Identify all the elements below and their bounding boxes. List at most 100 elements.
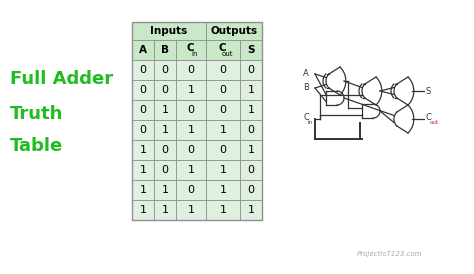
FancyBboxPatch shape <box>206 80 240 100</box>
FancyBboxPatch shape <box>132 22 206 40</box>
FancyBboxPatch shape <box>206 100 240 120</box>
Text: 0: 0 <box>188 105 194 115</box>
Text: 1: 1 <box>188 205 194 215</box>
FancyBboxPatch shape <box>206 180 240 200</box>
FancyBboxPatch shape <box>176 140 206 160</box>
Text: B: B <box>303 84 309 93</box>
Text: 0: 0 <box>139 125 146 135</box>
Text: 0: 0 <box>219 145 227 155</box>
Text: out: out <box>430 119 439 124</box>
Text: 0: 0 <box>247 65 255 75</box>
FancyBboxPatch shape <box>176 120 206 140</box>
Text: 1: 1 <box>139 165 146 175</box>
FancyBboxPatch shape <box>132 180 154 200</box>
FancyBboxPatch shape <box>240 100 262 120</box>
FancyBboxPatch shape <box>240 200 262 220</box>
Text: 0: 0 <box>139 65 146 75</box>
FancyBboxPatch shape <box>240 120 262 140</box>
Text: ProjectIoT123.com: ProjectIoT123.com <box>357 251 423 257</box>
Text: Inputs: Inputs <box>150 26 188 36</box>
FancyBboxPatch shape <box>154 100 176 120</box>
Text: 0: 0 <box>162 165 168 175</box>
FancyBboxPatch shape <box>132 200 154 220</box>
FancyBboxPatch shape <box>132 40 154 60</box>
Text: in: in <box>192 51 198 57</box>
FancyBboxPatch shape <box>176 80 206 100</box>
Text: 0: 0 <box>162 65 168 75</box>
Text: A: A <box>303 70 309 78</box>
Text: 0: 0 <box>162 85 168 95</box>
Text: 1: 1 <box>219 185 227 195</box>
Text: 1: 1 <box>162 185 168 195</box>
FancyBboxPatch shape <box>132 160 154 180</box>
FancyBboxPatch shape <box>132 120 154 140</box>
Text: Table: Table <box>10 137 63 155</box>
FancyBboxPatch shape <box>176 100 206 120</box>
Text: 0: 0 <box>188 65 194 75</box>
FancyBboxPatch shape <box>132 80 154 100</box>
FancyBboxPatch shape <box>240 140 262 160</box>
Text: B: B <box>161 45 169 55</box>
FancyBboxPatch shape <box>154 180 176 200</box>
Text: 1: 1 <box>188 165 194 175</box>
Text: 0: 0 <box>219 65 227 75</box>
FancyBboxPatch shape <box>240 180 262 200</box>
FancyBboxPatch shape <box>206 22 262 40</box>
FancyBboxPatch shape <box>176 200 206 220</box>
FancyBboxPatch shape <box>132 100 154 120</box>
Text: 1: 1 <box>188 85 194 95</box>
Text: 1: 1 <box>139 185 146 195</box>
FancyBboxPatch shape <box>206 200 240 220</box>
Text: 1: 1 <box>219 165 227 175</box>
Text: 0: 0 <box>139 85 146 95</box>
Text: 1: 1 <box>139 205 146 215</box>
FancyBboxPatch shape <box>206 140 240 160</box>
Text: 1: 1 <box>247 85 255 95</box>
FancyBboxPatch shape <box>206 40 240 60</box>
Text: C: C <box>426 113 432 122</box>
FancyBboxPatch shape <box>132 140 154 160</box>
FancyBboxPatch shape <box>154 40 176 60</box>
Text: 1: 1 <box>188 125 194 135</box>
Text: Truth: Truth <box>10 105 64 123</box>
FancyBboxPatch shape <box>206 160 240 180</box>
FancyBboxPatch shape <box>154 140 176 160</box>
Text: 0: 0 <box>162 145 168 155</box>
Text: Outputs: Outputs <box>210 26 257 36</box>
FancyBboxPatch shape <box>206 60 240 80</box>
Text: 0: 0 <box>188 145 194 155</box>
Text: 1: 1 <box>162 205 168 215</box>
Text: S: S <box>426 87 431 96</box>
FancyBboxPatch shape <box>154 160 176 180</box>
Text: 0: 0 <box>219 85 227 95</box>
Text: 1: 1 <box>247 105 255 115</box>
Text: 0: 0 <box>247 185 255 195</box>
Text: C: C <box>186 43 194 53</box>
FancyBboxPatch shape <box>176 60 206 80</box>
Text: A: A <box>139 45 147 55</box>
FancyBboxPatch shape <box>154 80 176 100</box>
FancyBboxPatch shape <box>154 120 176 140</box>
Text: 0: 0 <box>139 105 146 115</box>
FancyBboxPatch shape <box>206 120 240 140</box>
Text: C: C <box>218 43 226 53</box>
Text: 1: 1 <box>219 125 227 135</box>
Text: C: C <box>303 113 309 122</box>
Text: in: in <box>308 119 313 124</box>
FancyBboxPatch shape <box>240 40 262 60</box>
Text: 1: 1 <box>139 145 146 155</box>
Text: 1: 1 <box>162 125 168 135</box>
Text: 1: 1 <box>162 105 168 115</box>
FancyBboxPatch shape <box>176 160 206 180</box>
Text: 1: 1 <box>219 205 227 215</box>
Text: 0: 0 <box>219 105 227 115</box>
FancyBboxPatch shape <box>176 180 206 200</box>
Text: 0: 0 <box>247 125 255 135</box>
Text: 0: 0 <box>188 185 194 195</box>
Text: 1: 1 <box>247 205 255 215</box>
FancyBboxPatch shape <box>154 200 176 220</box>
FancyBboxPatch shape <box>132 60 154 80</box>
Text: S: S <box>247 45 255 55</box>
Text: 1: 1 <box>247 145 255 155</box>
FancyBboxPatch shape <box>154 60 176 80</box>
